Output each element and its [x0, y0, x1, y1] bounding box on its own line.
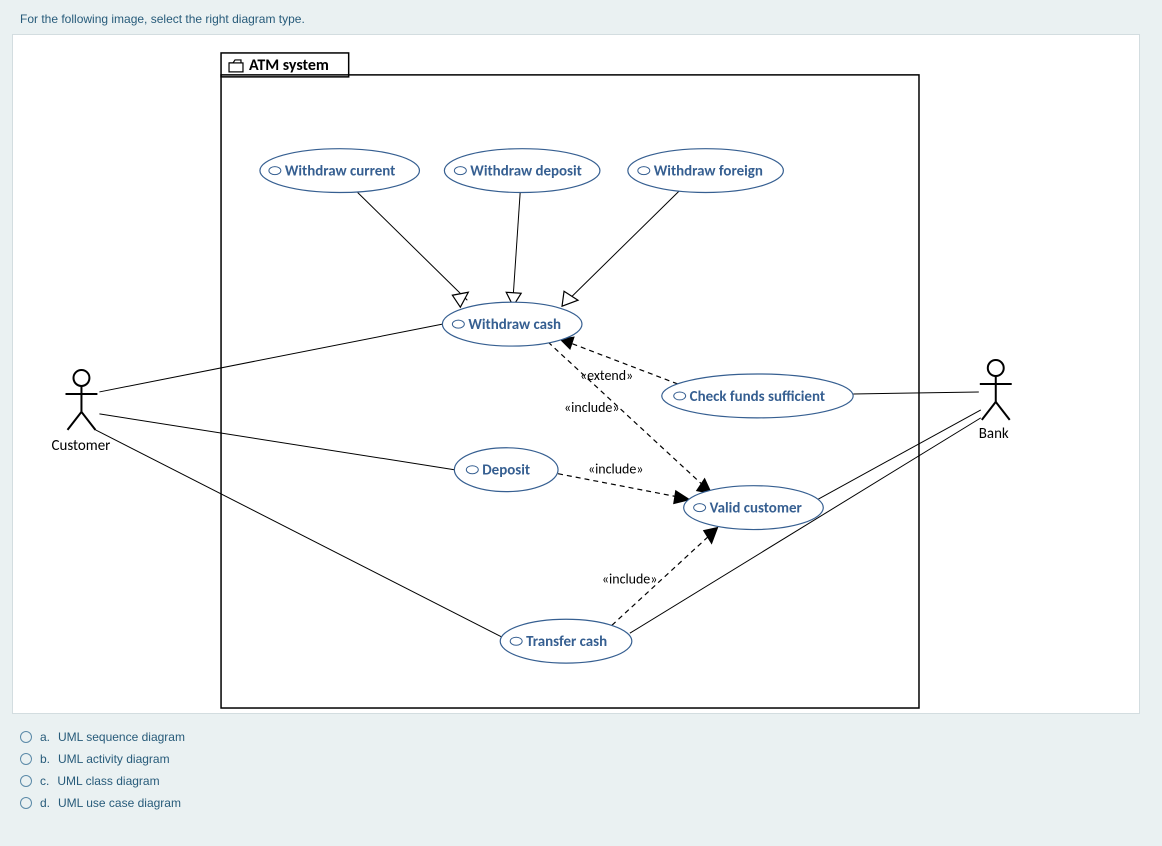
generalizations [358, 191, 680, 308]
radio-icon[interactable] [20, 775, 32, 787]
usecase-withdraw-cash: Withdraw cash [442, 302, 582, 346]
dep-arrowhead [704, 528, 718, 544]
svg-text:Withdraw foreign: Withdraw foreign [654, 163, 763, 181]
svg-text:Deposit: Deposit [482, 462, 530, 480]
svg-text:Withdraw current: Withdraw current [285, 163, 395, 181]
svg-text:Withdraw cash: Withdraw cash [468, 316, 561, 334]
option-d[interactable]: d. UML use case diagram [20, 796, 185, 810]
stereo-include: «include» [602, 570, 657, 587]
gen-arrowhead [452, 292, 468, 307]
assoc-customer-deposit [99, 414, 454, 470]
assoc-bank-validcustomer [817, 410, 981, 500]
gen-deposit-cash [513, 193, 520, 297]
option-letter: b. [40, 752, 50, 766]
actor-bank: Bank [979, 360, 1012, 443]
svg-text:Check funds sufficient: Check funds sufficient [690, 388, 825, 406]
svg-text:Withdraw deposit: Withdraw deposit [470, 163, 582, 181]
stereo-extend: «extend» [580, 367, 633, 384]
usecase-transfer-cash: Transfer cash [500, 619, 632, 663]
radio-icon[interactable] [20, 731, 32, 743]
stereo-include: «include» [564, 399, 619, 416]
gen-current-cash [358, 193, 468, 301]
option-letter: c. [40, 774, 49, 788]
svg-text:Transfer cash: Transfer cash [526, 633, 607, 651]
usecase-withdraw-current: Withdraw current [260, 149, 420, 193]
stereo-include: «include» [588, 461, 643, 478]
option-c[interactable]: c. UML class diagram [20, 774, 185, 788]
assoc-customer-transfer [95, 430, 502, 637]
usecase-diagram: ATM system «extend» [13, 35, 1139, 713]
actor-customer-label: Customer [52, 437, 111, 455]
gen-foreign-cash [568, 191, 680, 301]
gen-arrowhead [562, 291, 578, 306]
option-label: UML activity diagram [58, 752, 170, 766]
system-label: ATM system [249, 56, 329, 75]
option-label: UML sequence diagram [58, 730, 185, 744]
usecase-valid-customer: Valid customer [684, 486, 824, 530]
option-letter: a. [40, 730, 50, 744]
diagram-panel: ATM system «extend» [12, 34, 1140, 714]
question-text: For the following image, select the righ… [20, 12, 305, 26]
actor-customer: Customer [52, 370, 111, 455]
usecase-withdraw-foreign: Withdraw foreign [628, 149, 784, 193]
usecase-check-funds: Check funds sufficient [662, 374, 853, 418]
svg-text:Valid customer: Valid customer [710, 500, 803, 518]
assoc-bank-transfer [630, 418, 981, 633]
actor-bank-label: Bank [979, 425, 1009, 443]
option-letter: d. [40, 796, 50, 810]
option-label: UML class diagram [57, 774, 159, 788]
option-label: UML use case diagram [58, 796, 181, 810]
usecases-group: Withdraw current Withdraw deposit Withdr… [260, 149, 853, 663]
radio-icon[interactable] [20, 797, 32, 809]
assoc-bank-checkfunds [853, 392, 979, 394]
option-b[interactable]: b. UML activity diagram [20, 752, 185, 766]
assoc-customer-withdrawcash [99, 324, 442, 392]
usecase-deposit: Deposit [454, 448, 558, 492]
option-a[interactable]: a. UML sequence diagram [20, 730, 185, 744]
usecase-withdraw-deposit: Withdraw deposit [444, 149, 600, 193]
answer-options: a. UML sequence diagram b. UML activity … [20, 730, 185, 818]
radio-icon[interactable] [20, 753, 32, 765]
